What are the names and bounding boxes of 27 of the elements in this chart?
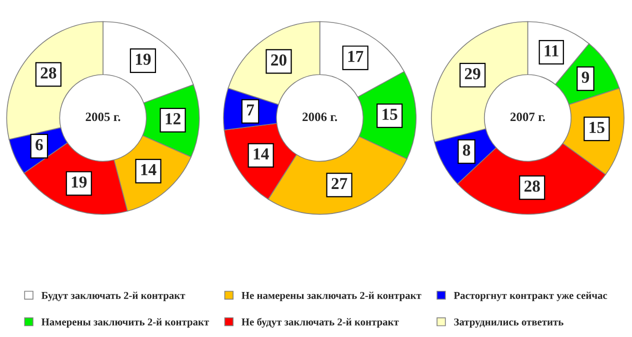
legend-label: Расторгнут контракт уже сейчас: [454, 292, 608, 302]
data-label: 15: [382, 108, 398, 120]
data-label: 15: [590, 122, 604, 134]
data-label: 6: [36, 139, 43, 150]
legend-label: Будут заключать 2-й контракт: [41, 292, 186, 302]
text: 2005 г.: [86, 112, 120, 122]
legend-label: Намерены заключить 2-й контракт: [41, 318, 209, 328]
data-label: 20: [271, 54, 286, 66]
data-label: 17: [348, 50, 364, 62]
text: 2007 г.: [510, 112, 545, 122]
data-label: 19: [136, 54, 151, 65]
data-label: 12: [166, 113, 180, 124]
data-label: 9: [582, 72, 590, 83]
data-label: 11: [544, 45, 558, 56]
text: 2006 г.: [302, 112, 338, 122]
data-label: 27: [332, 178, 348, 190]
data-label: 8: [462, 144, 470, 156]
data-label: 14: [254, 148, 269, 160]
data-label: 19: [72, 176, 87, 188]
data-label: 28: [40, 67, 56, 79]
data-label: 14: [141, 164, 156, 176]
data-label: 7: [247, 104, 254, 116]
legend-label: Не намерены заключать 2-й контракт: [242, 292, 422, 302]
legend-label: Затруднились ответить: [454, 318, 564, 328]
legend-label: Не будут заключать 2-й контракт: [242, 318, 399, 328]
data-label: 29: [464, 68, 480, 80]
data-label: 28: [524, 180, 540, 192]
